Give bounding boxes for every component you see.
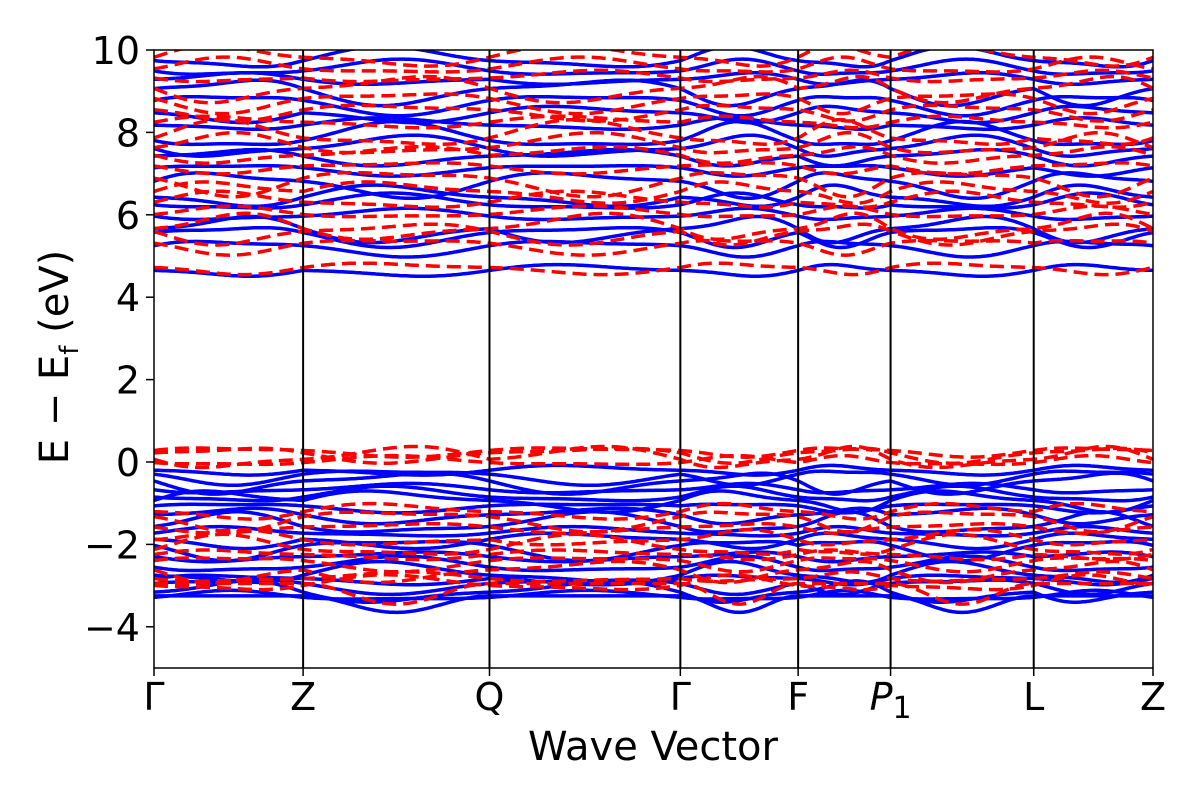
kpoint-vertical-lines xyxy=(302,50,1035,668)
valence-band-line xyxy=(154,531,1153,551)
valence-band-line xyxy=(154,481,1153,495)
y-tick-label: 2 xyxy=(116,359,140,403)
valence-band-line xyxy=(154,524,1153,538)
x-tick-label: P1 xyxy=(870,675,912,726)
valence-band-line xyxy=(154,506,1153,526)
conduction-band-line xyxy=(154,183,1153,209)
x-tick-label: Q xyxy=(475,675,505,719)
x-tick-label: Z xyxy=(290,675,316,719)
y-axis-label: E − Ef (eV) xyxy=(32,250,85,465)
x-tick-label: L xyxy=(1023,675,1044,719)
valence-band-line xyxy=(154,532,1153,556)
valence-band-line xyxy=(154,578,1153,597)
conduction-band-line xyxy=(154,104,1153,125)
x-tick-label: Z xyxy=(1140,675,1166,719)
conduction-band-line xyxy=(154,130,1153,155)
band-lines xyxy=(154,50,1153,615)
valence-band-line xyxy=(154,550,1153,564)
valence-band-line xyxy=(154,554,1153,573)
conduction-band-line xyxy=(154,116,1153,132)
valence-band-line xyxy=(154,559,1153,585)
y-tick-label: 8 xyxy=(116,111,140,155)
valence-band-line xyxy=(154,484,1153,503)
conduction-band-line xyxy=(154,94,1153,118)
x-axis-label: Wave Vector xyxy=(528,724,779,770)
conduction-band-line xyxy=(154,119,1153,147)
y-tick-label: 0 xyxy=(116,441,140,485)
x-tick-label: Γ xyxy=(670,675,691,719)
plot-frame xyxy=(153,49,1154,669)
conduction-band-line xyxy=(154,171,1153,201)
conduction-band-line xyxy=(154,239,1153,259)
conduction-band-line xyxy=(154,74,1153,105)
conduction-band-line xyxy=(154,133,1153,158)
conduction-band-line xyxy=(154,170,1153,199)
valence-band-line xyxy=(154,527,1153,547)
y-tick-label: −4 xyxy=(84,606,140,650)
valence-bottom-band-line xyxy=(154,581,1153,606)
valence-band-line xyxy=(154,510,1153,534)
conduction-band-line xyxy=(154,144,1153,165)
conduction-band-line xyxy=(154,225,1153,250)
x-tick-label: F xyxy=(787,675,809,719)
conduction-band-line xyxy=(154,103,1153,123)
y-tick-label: 4 xyxy=(116,276,140,320)
conduction-band-line xyxy=(154,262,1153,278)
x-axis-ticks: Γ Z Q Γ F P1 L Z xyxy=(143,668,1166,726)
y-tick-label: −2 xyxy=(84,523,140,567)
conduction-band-line xyxy=(154,180,1153,205)
y-axis-ticks: −4 −2 0 2 4 6 8 10 xyxy=(84,29,154,650)
x-tick-label: Γ xyxy=(143,675,164,719)
conduction-band-line xyxy=(154,117,1153,146)
conduction-band-line xyxy=(154,189,1153,209)
conduction-band-line xyxy=(154,78,1153,108)
valence-band-line xyxy=(154,444,1153,470)
valence-band-line xyxy=(154,489,1153,514)
conduction-band-line xyxy=(154,55,1153,74)
conduction-band-line xyxy=(154,222,1153,247)
y-tick-label: 10 xyxy=(92,29,140,73)
y-tick-label: 6 xyxy=(116,194,140,238)
valence-band-line xyxy=(154,510,1153,534)
valence-band-line xyxy=(154,502,1153,515)
conduction-band-line xyxy=(154,211,1153,242)
valence-bottom-band-line xyxy=(154,594,1153,615)
